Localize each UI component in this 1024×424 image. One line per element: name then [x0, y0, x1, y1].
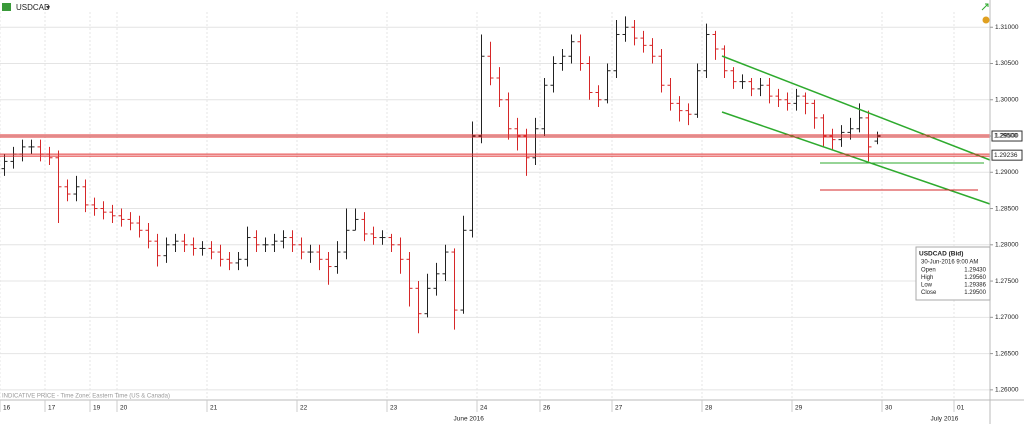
month-label: June 2016	[454, 416, 485, 423]
y-tick-label: 1.29000	[995, 169, 1019, 176]
x-tick-label: 17	[48, 405, 56, 412]
x-tick-label: 16	[3, 405, 11, 412]
info-key: Close	[921, 290, 937, 296]
info-time: 30-Jun-2016 9:00 AM	[921, 260, 978, 266]
info-key: Open	[921, 268, 936, 274]
x-tick-label: 21	[210, 405, 218, 412]
x-tick-label: 24	[480, 405, 488, 412]
x-tick-label: 27	[615, 405, 623, 412]
trend-line	[721, 55, 991, 161]
x-tick-label: 30	[885, 405, 893, 412]
price-bars	[1, 16, 881, 334]
month-label: July 2016	[931, 416, 959, 423]
x-tick-label: 19	[93, 405, 101, 412]
y-tick-label: 1.31000	[995, 24, 1019, 31]
symbol[interactable]: USDCAD	[16, 3, 50, 12]
x-tick-label: 01	[957, 405, 965, 412]
level-label: 1.29500	[994, 133, 1018, 140]
x-tick-label: 29	[795, 405, 803, 412]
info-key: High	[921, 275, 933, 281]
x-tick-label: 26	[543, 405, 551, 412]
x-tick-label: 22	[300, 405, 308, 412]
y-tick-label: 1.28500	[995, 205, 1019, 212]
y-tick-label: 1.27000	[995, 314, 1019, 321]
info-value: 1.29560	[964, 275, 986, 281]
x-tick-label: 28	[705, 405, 713, 412]
symbol-icon	[2, 3, 11, 11]
footer-note: INDICATIVE PRICE - Time Zone: Eastern Ti…	[2, 394, 170, 400]
info-title: USDCAD (Bid)	[919, 251, 963, 258]
levels: 1.29500 1.29236	[0, 130, 1023, 161]
info-frame	[915, 246, 991, 301]
y-tick-label: 1.28000	[995, 242, 1019, 249]
y-tick-label: 1.26000	[995, 387, 1019, 394]
y-tick-label: 1.26500	[995, 350, 1019, 357]
trend-line	[721, 111, 991, 205]
info-value: 1.29386	[964, 283, 986, 289]
y-tick-label: 1.30000	[995, 96, 1019, 103]
top-bar	[0, 0, 1024, 12]
level-label: 1.29236	[994, 152, 1018, 159]
x-tick-label: 23	[390, 405, 398, 412]
y-tick-label: 1.30500	[995, 60, 1019, 67]
icon[interactable]	[982, 16, 990, 24]
icon[interactable]	[981, 3, 989, 11]
dropdown[interactable]	[46, 6, 50, 9]
x-tick-label: 20	[120, 405, 128, 412]
info-value: 1.29500	[964, 290, 986, 296]
level-label-box	[991, 149, 1023, 161]
info-key: Low	[921, 283, 933, 289]
y-tick-label: 1.27500	[995, 278, 1019, 285]
y-tick-label: 1.29500	[995, 133, 1019, 140]
info-value: 1.29430	[964, 268, 986, 274]
info-box: USDCAD (Bid) 30-Jun-2016 9:00 AM Open 1.2…	[915, 246, 991, 301]
grid	[0, 12, 990, 400]
